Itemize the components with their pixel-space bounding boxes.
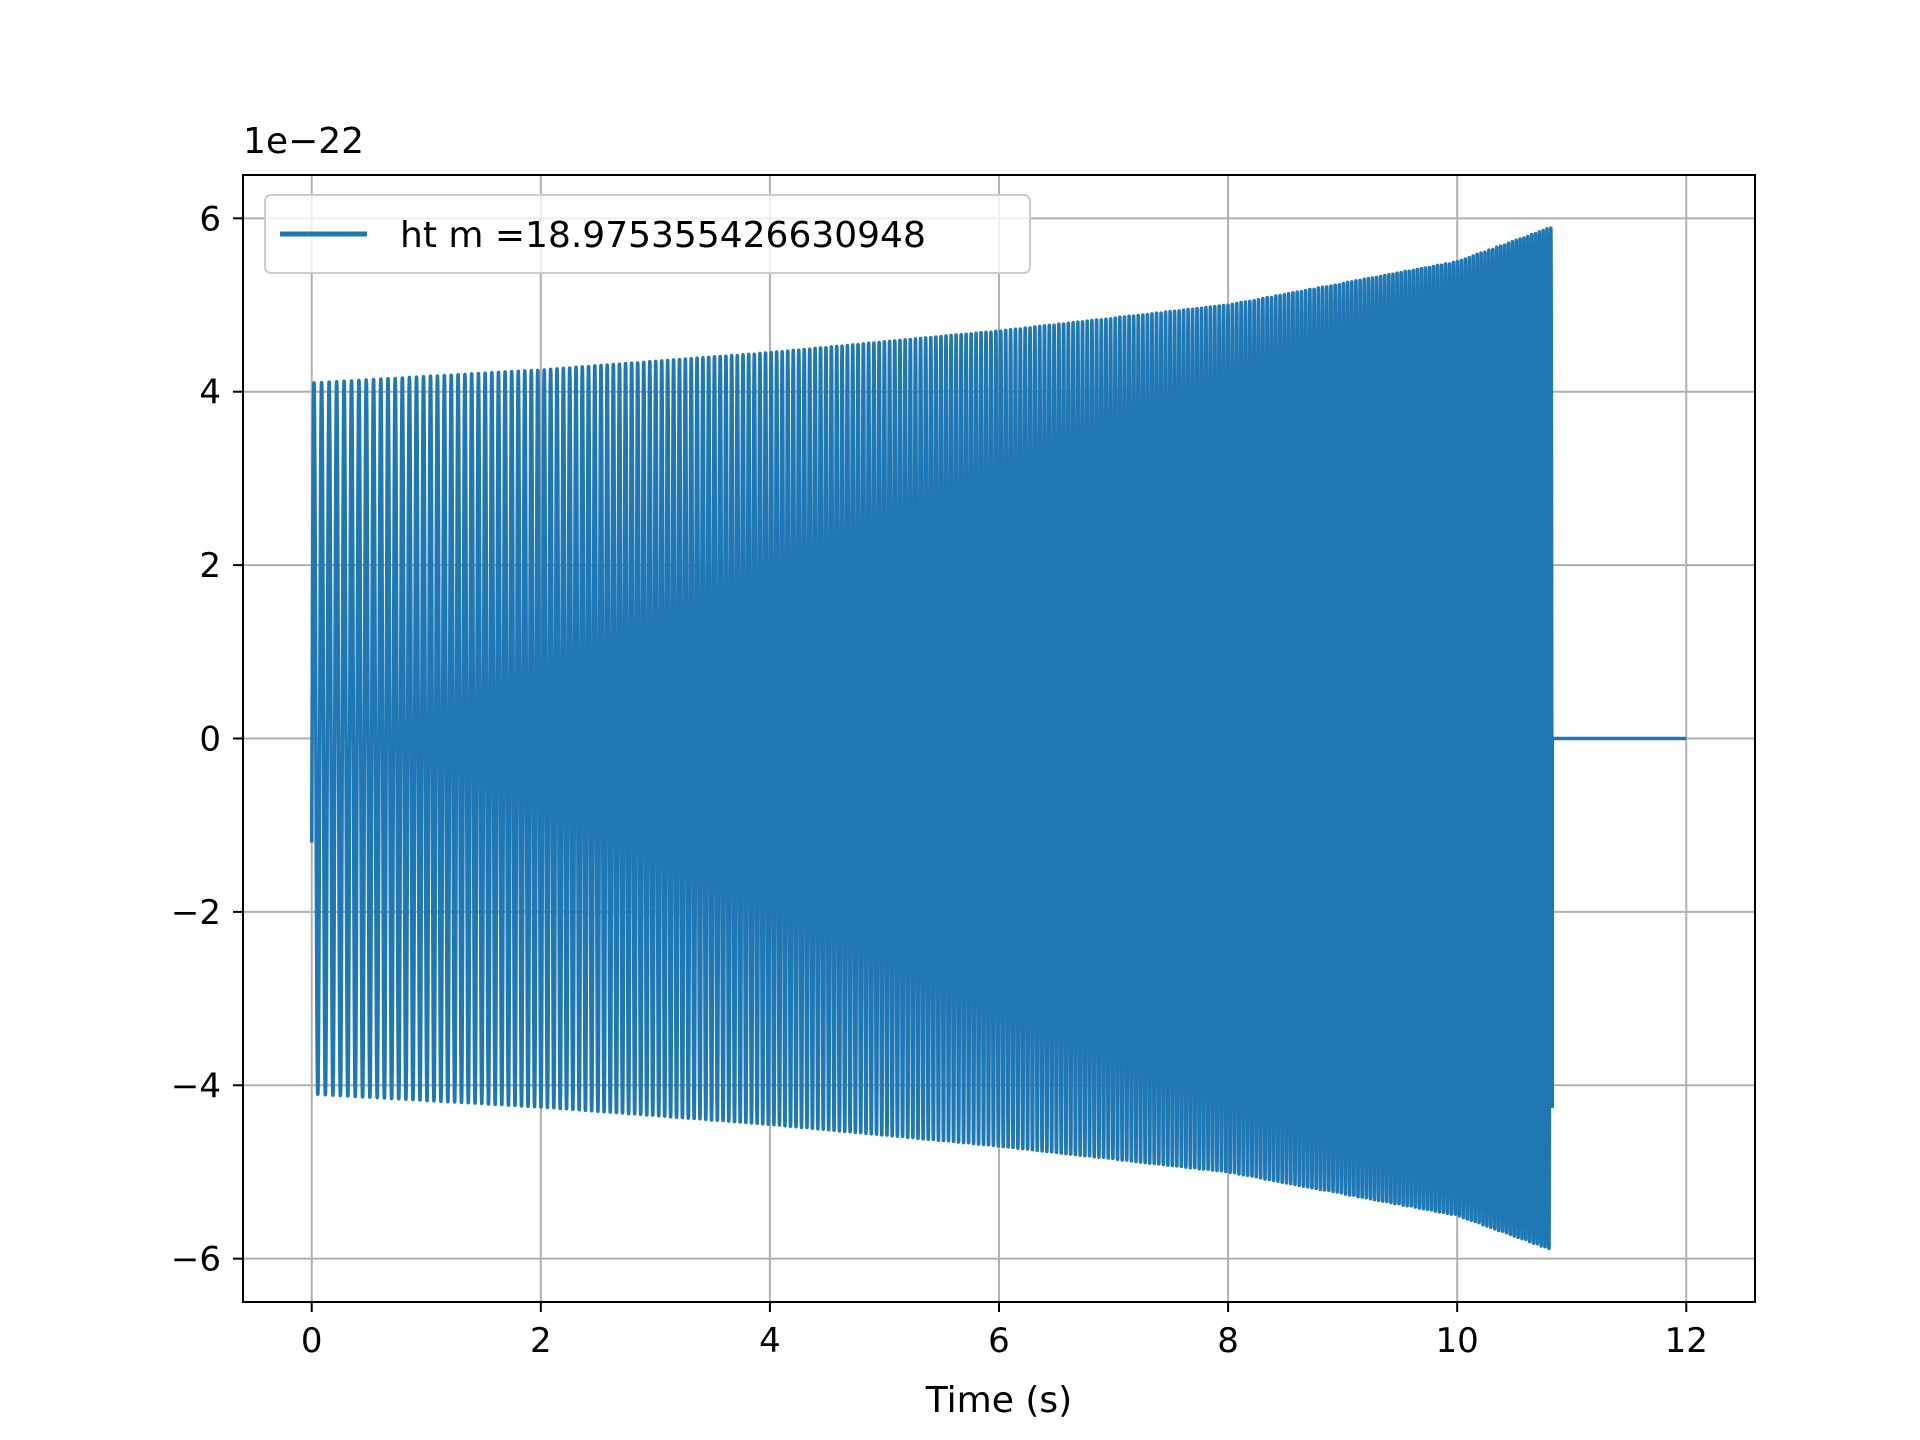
series-layer — [309, 226, 1687, 1251]
x-tick-label: 6 — [988, 1321, 1010, 1361]
legend-box — [264, 194, 1031, 274]
y-tick-label: 0 — [199, 720, 221, 760]
ticks: 0 2 4 6 8 10 12 −6 −4 −2 0 2 4 6 — [171, 199, 1708, 1361]
y-tick-label: −4 — [171, 1066, 221, 1106]
y-axis-offset-label: 1e−22 — [243, 121, 364, 162]
legend: ht m =18.975355426630948 — [264, 194, 1031, 274]
x-tick-label: 8 — [1217, 1321, 1239, 1361]
y-tick-label: −2 — [171, 893, 221, 933]
series-line — [309, 226, 1687, 1251]
y-tick-label: 2 — [199, 546, 221, 586]
y-tick-label: 6 — [199, 199, 221, 239]
x-tick-label: 10 — [1436, 1321, 1479, 1361]
x-axis-label: Time (s) — [925, 1380, 1072, 1421]
x-tick-label: 12 — [1665, 1321, 1708, 1361]
legend-label: ht m =18.975355426630948 — [400, 215, 926, 256]
x-tick-label: 2 — [530, 1321, 552, 1361]
y-tick-label: 4 — [199, 373, 221, 413]
x-tick-label: 0 — [301, 1321, 323, 1361]
x-tick-label: 4 — [759, 1321, 781, 1361]
y-tick-label: −6 — [171, 1240, 221, 1280]
